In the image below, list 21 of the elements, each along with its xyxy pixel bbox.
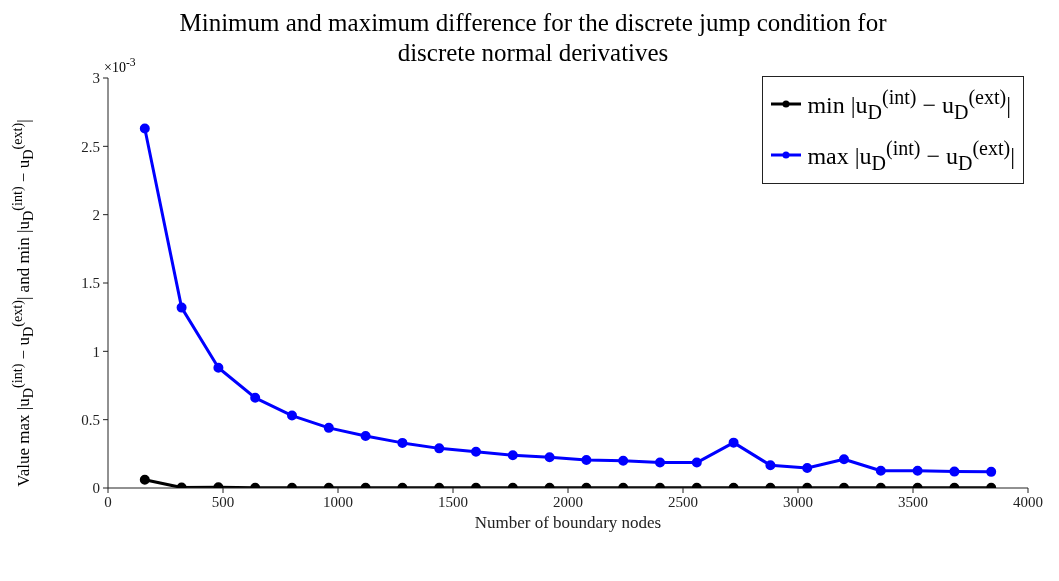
x-axis-title: Number of boundary nodes <box>474 513 662 532</box>
y-tick-label: 1 <box>92 343 100 360</box>
chart-title: Minimum and maximum difference for the discrete jump condition for discrete normal derivatives <box>179 9 887 66</box>
y-tick-label: 0 <box>92 480 100 497</box>
y-tick-label: 0.5 <box>81 411 100 428</box>
x-tick-label: 1500 <box>438 493 468 510</box>
x-tick-label: 0 <box>104 493 112 510</box>
x-tick-label: 1000 <box>323 493 353 510</box>
legend-label: max |u$_{D}$$^{(int)}$ − u$_{D}$$^{(ext)}$| <box>807 135 1015 176</box>
x-tick-label: 500 <box>211 493 235 510</box>
y-tick-label: 2.5 <box>81 138 100 155</box>
y-tick-label: 3 <box>92 70 100 87</box>
text: ×10$^{-3}$ <box>104 56 136 75</box>
x-tick-label: 3000 <box>783 493 813 510</box>
y-tick-label: 1.5 <box>81 275 100 292</box>
legend-label: min |u$_{D}$$^{(int)}$ − u$_{D}$$^{(ext)}$| <box>807 85 1012 125</box>
x-tick-label: 2500 <box>668 493 698 510</box>
x-tick-label: 4000 <box>1013 493 1043 510</box>
x-tick-label: 2000 <box>553 493 583 510</box>
y-tick-label: 2 <box>92 206 100 223</box>
x-tick-label: 3500 <box>898 493 928 510</box>
